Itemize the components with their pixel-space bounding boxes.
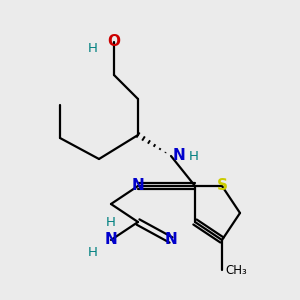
Text: H: H — [88, 245, 98, 259]
Text: O: O — [107, 34, 121, 50]
Text: H: H — [189, 149, 198, 163]
Text: N: N — [132, 178, 144, 194]
Text: S: S — [217, 178, 227, 194]
Text: H: H — [106, 215, 116, 229]
Text: N: N — [165, 232, 177, 247]
Text: N: N — [172, 148, 185, 164]
Text: H: H — [88, 41, 98, 55]
Text: CH₃: CH₃ — [225, 263, 247, 277]
Text: N: N — [105, 232, 117, 247]
